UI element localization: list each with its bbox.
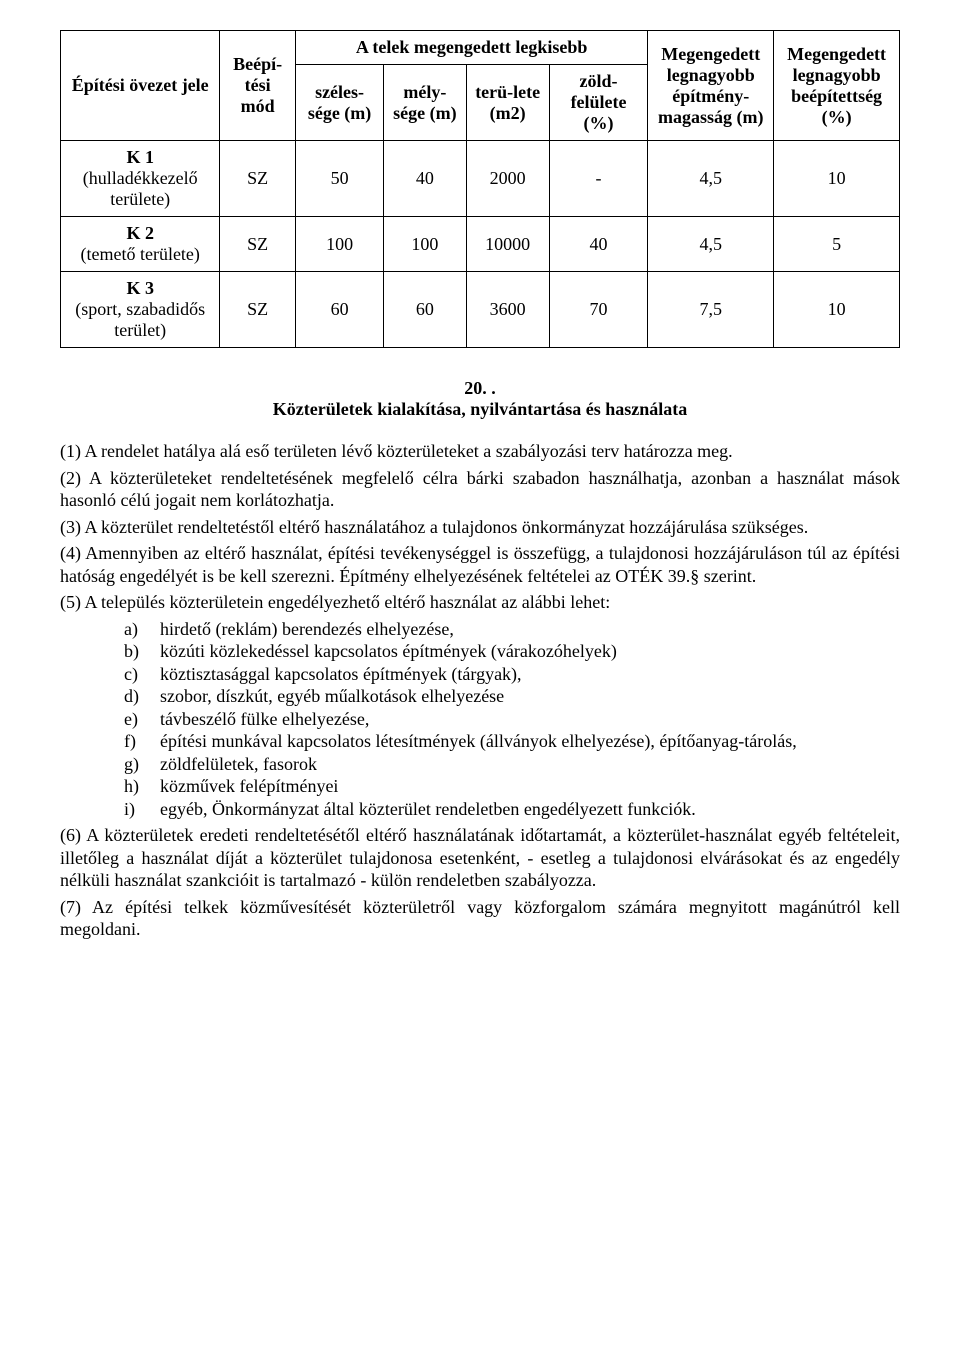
paragraph-1: (1) A rendelet hatálya alá eső területen…	[60, 440, 900, 463]
list-item: c)köztisztasággal kapcsolatos építmények…	[124, 663, 900, 686]
cell-width: 100	[295, 217, 383, 272]
cell-green: 40	[549, 217, 648, 272]
th-area: terü-lete (m2)	[466, 65, 549, 141]
list-item: g)zöldfelületek, fasorok	[124, 753, 900, 776]
section-title-text: Közterületek kialakítása, nyilvántartása…	[273, 399, 688, 419]
paragraph-3: (3) A közterület rendeltetéstől eltérő h…	[60, 516, 900, 539]
table-row: K 3(sport, szabadidős terület) SZ 60 60 …	[61, 272, 900, 348]
paragraph-6: (6) A közterületek eredeti rendeltetését…	[60, 824, 900, 892]
cell-depth: 40	[384, 141, 466, 217]
cell-mode: SZ	[220, 272, 296, 348]
cell-coverage: 10	[774, 141, 900, 217]
cell-depth: 60	[384, 272, 466, 348]
cell-height: 4,5	[648, 217, 774, 272]
row-label: K 3(sport, szabadidős terület)	[61, 272, 220, 348]
section-number: 20. .	[464, 378, 496, 398]
paragraph-7: (7) Az építési telkek közművesítését köz…	[60, 896, 900, 941]
list-item: f)építési munkával kapcsolatos létesítmé…	[124, 730, 900, 753]
cell-area: 10000	[466, 217, 549, 272]
cell-mode: SZ	[220, 141, 296, 217]
th-minlot: A telek megengedett legkisebb	[295, 31, 647, 65]
cell-depth: 100	[384, 217, 466, 272]
list-item: e)távbeszélő fülke elhelyezése,	[124, 708, 900, 731]
list-item: b)közúti közlekedéssel kapcsolatos építm…	[124, 640, 900, 663]
cell-width: 50	[295, 141, 383, 217]
table-row: K 2(temető területe) SZ 100 100 10000 40…	[61, 217, 900, 272]
cell-width: 60	[295, 272, 383, 348]
list-item: a)hirdető (reklám) berendezés elhelyezés…	[124, 618, 900, 641]
th-mode: Beépí-tési mód	[220, 31, 296, 141]
th-maxheight: Megengedett legnagyobb építmény-magasság…	[648, 31, 774, 141]
cell-green: -	[549, 141, 648, 217]
cell-coverage: 5	[774, 217, 900, 272]
section-heading: 20. . Közterületek kialakítása, nyilvánt…	[60, 378, 900, 420]
list-item: d)szobor, díszkút, egyéb műalkotások elh…	[124, 685, 900, 708]
cell-height: 4,5	[648, 141, 774, 217]
table-row: K 1(hulladékkezelő területe) SZ 50 40 20…	[61, 141, 900, 217]
paragraph-5-intro: (5) A település közterületein engedélyez…	[60, 591, 900, 614]
list-item: i)egyéb, Önkormányzat által közterület r…	[124, 798, 900, 821]
th-depth: mély-sége (m)	[384, 65, 466, 141]
cell-mode: SZ	[220, 217, 296, 272]
cell-green: 70	[549, 272, 648, 348]
row-label: K 1(hulladékkezelő területe)	[61, 141, 220, 217]
th-green: zöld-felülete (%)	[549, 65, 648, 141]
list-5: a)hirdető (reklám) berendezés elhelyezés…	[60, 618, 900, 821]
th-zone: Építési övezet jele	[61, 31, 220, 141]
cell-area: 3600	[466, 272, 549, 348]
cell-height: 7,5	[648, 272, 774, 348]
list-item: h)közművek felépítményei	[124, 775, 900, 798]
cell-coverage: 10	[774, 272, 900, 348]
th-width: széles-sége (m)	[295, 65, 383, 141]
row-label: K 2(temető területe)	[61, 217, 220, 272]
paragraph-4: (4) Amennyiben az eltérő használat, épít…	[60, 542, 900, 587]
cell-area: 2000	[466, 141, 549, 217]
th-maxcoverage: Megengedett legnagyobb beépítettség (%)	[774, 31, 900, 141]
zoning-table: Építési övezet jele Beépí-tési mód A tel…	[60, 30, 900, 348]
paragraph-2: (2) A közterületeket rendeltetésének meg…	[60, 467, 900, 512]
